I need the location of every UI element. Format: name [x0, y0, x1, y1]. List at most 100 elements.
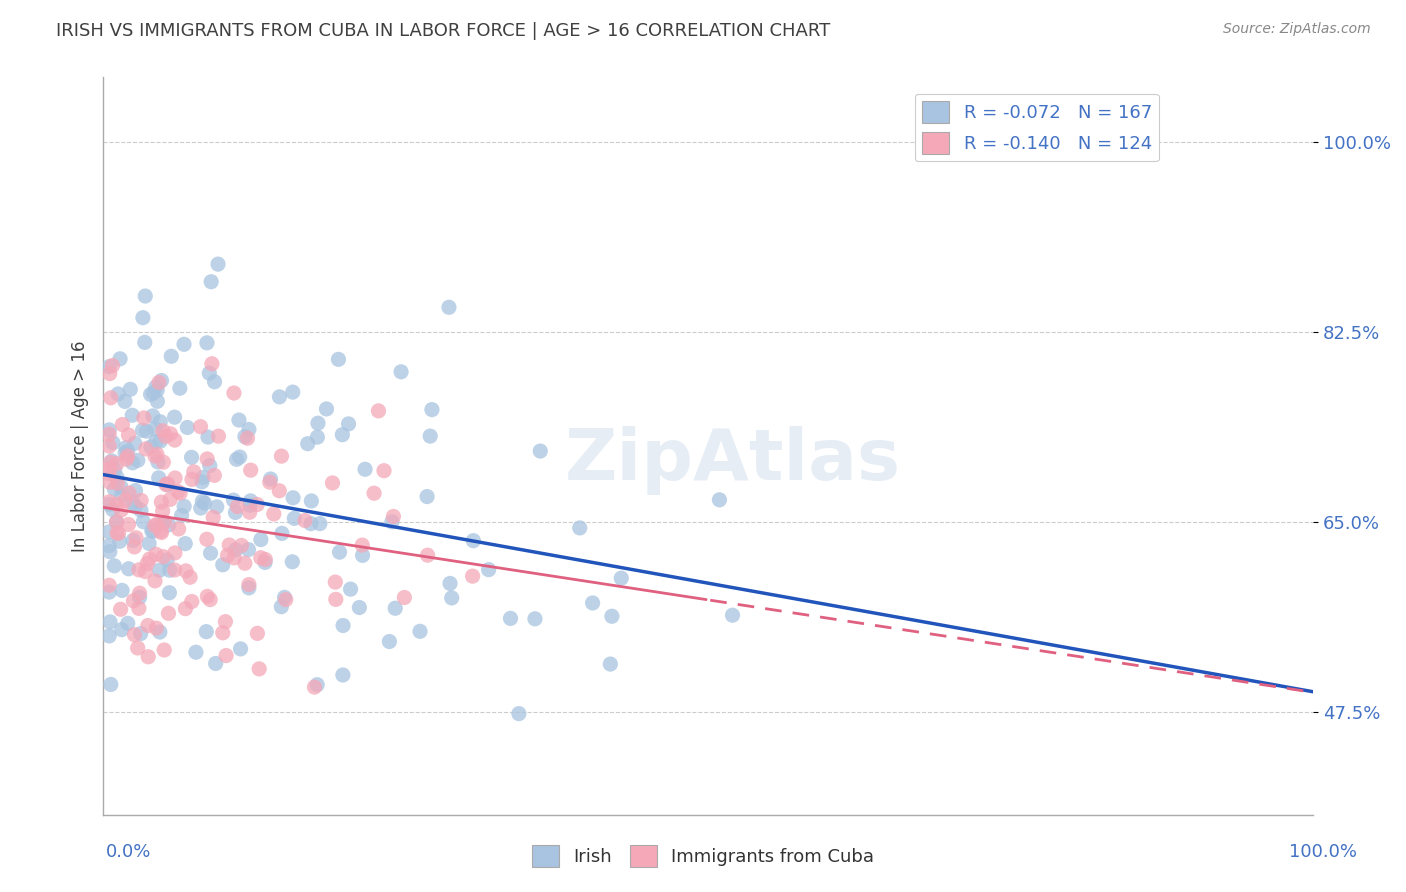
- Point: [148, 471, 170, 485]
- Point: [105, 457, 128, 471]
- Point: [120, 382, 142, 396]
- Point: [283, 511, 305, 525]
- Point: [174, 536, 197, 550]
- Point: [568, 521, 591, 535]
- Point: [259, 472, 281, 486]
- Point: [105, 526, 128, 541]
- Point: [98, 359, 121, 374]
- Point: [523, 612, 546, 626]
- Point: [103, 558, 125, 573]
- Point: [136, 649, 159, 664]
- Point: [127, 640, 149, 655]
- Legend: R = -0.072   N = 167, R = -0.140   N = 124: R = -0.072 N = 167, R = -0.140 N = 124: [915, 94, 1159, 161]
- Point: [373, 464, 395, 478]
- Point: [105, 476, 128, 491]
- Point: [499, 611, 522, 625]
- Point: [149, 625, 172, 640]
- Point: [98, 455, 121, 469]
- Point: [121, 456, 143, 470]
- Point: [128, 563, 150, 577]
- Point: [236, 431, 259, 445]
- Point: [98, 439, 121, 453]
- Point: [125, 531, 148, 545]
- Point: [337, 417, 360, 431]
- Point: [269, 390, 291, 404]
- Point: [191, 470, 214, 484]
- Point: [128, 586, 150, 600]
- Y-axis label: In Labor Force | Age > 16: In Labor Force | Age > 16: [72, 340, 89, 552]
- Point: [98, 539, 121, 553]
- Point: [143, 449, 166, 463]
- Point: [115, 441, 138, 455]
- Point: [352, 549, 374, 563]
- Text: 100.0%: 100.0%: [1289, 843, 1357, 861]
- Point: [254, 556, 277, 570]
- Point: [159, 492, 181, 507]
- Point: [354, 462, 377, 476]
- Point: [134, 335, 156, 350]
- Point: [105, 515, 128, 529]
- Point: [167, 522, 190, 536]
- Point: [328, 352, 350, 367]
- Point: [115, 452, 138, 467]
- Point: [239, 493, 262, 508]
- Point: [148, 376, 170, 390]
- Point: [148, 563, 170, 577]
- Point: [117, 616, 139, 631]
- Point: [217, 549, 239, 563]
- Point: [709, 492, 731, 507]
- Point: [142, 524, 165, 538]
- Point: [129, 493, 152, 508]
- Point: [239, 463, 262, 477]
- Point: [124, 483, 146, 498]
- Point: [420, 402, 443, 417]
- Point: [294, 514, 316, 528]
- Point: [363, 486, 385, 500]
- Point: [110, 602, 132, 616]
- Point: [146, 383, 169, 397]
- Point: [136, 557, 159, 571]
- Point: [145, 434, 167, 449]
- Point: [150, 495, 173, 509]
- Point: [328, 545, 350, 559]
- Point: [111, 417, 134, 432]
- Point: [173, 500, 195, 514]
- Point: [152, 455, 174, 469]
- Point: [308, 516, 330, 531]
- Point: [581, 596, 603, 610]
- Point: [169, 486, 191, 500]
- Point: [155, 429, 177, 443]
- Point: [132, 411, 155, 425]
- Point: [153, 516, 176, 530]
- Point: [150, 525, 173, 540]
- Point: [263, 507, 285, 521]
- Point: [191, 494, 214, 508]
- Point: [118, 486, 141, 500]
- Point: [270, 599, 292, 614]
- Point: [132, 515, 155, 529]
- Point: [180, 594, 202, 608]
- Point: [214, 615, 236, 629]
- Point: [315, 401, 337, 416]
- Point: [157, 517, 180, 532]
- Point: [160, 349, 183, 363]
- Point: [191, 475, 214, 489]
- Point: [121, 409, 143, 423]
- Point: [463, 533, 485, 548]
- Point: [332, 668, 354, 682]
- Point: [721, 608, 744, 623]
- Point: [124, 540, 146, 554]
- Point: [238, 542, 260, 557]
- Legend: Irish, Immigrants from Cuba: Irish, Immigrants from Cuba: [524, 838, 882, 874]
- Point: [98, 578, 121, 592]
- Point: [124, 436, 146, 450]
- Point: [146, 455, 169, 469]
- Point: [416, 548, 439, 562]
- Point: [143, 422, 166, 436]
- Point: [98, 615, 121, 629]
- Text: 0.0%: 0.0%: [105, 843, 150, 861]
- Point: [229, 641, 252, 656]
- Point: [98, 544, 121, 558]
- Point: [174, 564, 197, 578]
- Point: [101, 359, 124, 373]
